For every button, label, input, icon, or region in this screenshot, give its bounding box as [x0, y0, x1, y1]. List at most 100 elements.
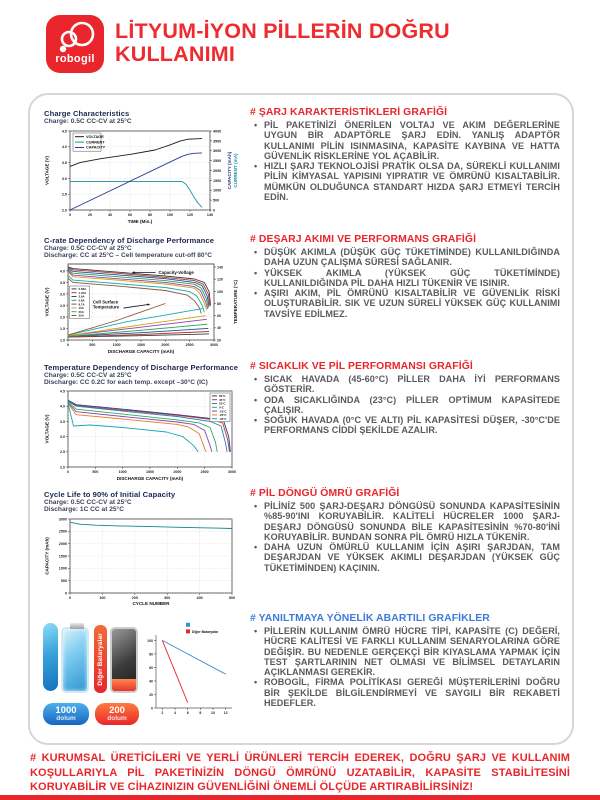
- svg-text:0: 0: [69, 213, 71, 217]
- bullet-item: AŞIRI AKIM, PİL ÖMRÜNÜ KISALTABİLİR VE G…: [253, 288, 560, 319]
- svg-text:500: 500: [213, 199, 219, 203]
- svg-text:20A: 20A: [79, 310, 85, 314]
- chart-cycle-life: Cycle Life to 90% of Initial Capacity Ch…: [40, 486, 242, 611]
- svg-text:300: 300: [164, 596, 170, 600]
- svg-text:-20°C: -20°C: [219, 413, 227, 417]
- temperature-chart-plot: 0 500 1000 1500 2000 2500 3000 2.0 2.5 3.0 3.5 4.0 4…: [45, 389, 237, 481]
- chart-title: C-rate Dependency of Discharge Performan…: [44, 236, 215, 245]
- chart-subtitle: Charge: 0.5C CC-CV at 25°C: [44, 499, 132, 506]
- svg-text:2.5: 2.5: [62, 193, 67, 197]
- cycle-life-chart-plot: 0 100 200 300 400 500 0 500 1000 1500 2000 2500 3000…: [45, 517, 236, 606]
- svg-text:1.45A: 1.45A: [79, 291, 88, 295]
- svg-text:20: 20: [149, 693, 153, 697]
- logo-text: robogil: [55, 53, 95, 65]
- chart-subtitle: Discharge: 1C CC at 25°C: [44, 506, 124, 513]
- svg-text:40: 40: [217, 326, 221, 330]
- svg-text:1000: 1000: [213, 189, 221, 193]
- svg-text:60: 60: [128, 213, 132, 217]
- svg-text:3.0: 3.0: [60, 435, 65, 439]
- svg-text:140: 140: [217, 265, 223, 269]
- svg-text:100: 100: [147, 639, 153, 643]
- battery-cap: [119, 627, 133, 629]
- svg-text:60: 60: [149, 666, 153, 670]
- svg-text:1.5: 1.5: [60, 327, 65, 331]
- svg-text:4.5: 4.5: [62, 129, 67, 133]
- bullet-item: SOĞUK HAVADA (0°C VE ALTI) PİL KAPASİTES…: [253, 415, 560, 436]
- page-title-line2: KULLANIMI: [115, 42, 236, 67]
- svg-text:2500: 2500: [213, 159, 221, 163]
- robogil-circles-icon: [59, 21, 95, 53]
- section-heading: # YANILTMAYA YÖNELİK ABARTILI GRAFİKLER: [250, 613, 490, 624]
- bullet-item: HIZLI ŞARJ TEKNOLOJİSİ PRATİK OLSA DA, S…: [253, 161, 560, 202]
- section-heading: # DEŞARJ AKIMI VE PERFORMANS GRAFİĞİ: [250, 234, 477, 245]
- svg-text:140: 140: [207, 213, 213, 217]
- bullet-item: SICAK HAVADA (45-60°C) PİLLER DAHA İYİ P…: [253, 374, 560, 395]
- bottom-red-bar: [0, 795, 600, 800]
- svg-text:1500: 1500: [146, 470, 154, 474]
- chart-subtitle: Charge: 0.5C CC-CV at 25°C: [44, 118, 132, 125]
- svg-text:10A: 10A: [79, 306, 85, 310]
- svg-text:3.5: 3.5: [60, 281, 65, 285]
- chart-crate-discharge: C-rate Dependency of Discharge Performan…: [40, 232, 242, 359]
- svg-text:2500: 2500: [201, 470, 209, 474]
- svg-text:1000: 1000: [113, 343, 121, 347]
- svg-text:1000: 1000: [59, 567, 67, 571]
- svg-text:3.5: 3.5: [62, 161, 67, 165]
- bullet-item: PİL PAKETİNİZİ ÖNERİLEN VOLTAJ VE AKIM D…: [253, 120, 560, 161]
- svg-text:8: 8: [199, 711, 201, 715]
- content-card: Charge Characteristics Charge: 0.5C CC-C…: [28, 93, 574, 745]
- low-charge-level: [112, 678, 136, 691]
- svg-text:100: 100: [99, 596, 105, 600]
- svg-text:2000: 2000: [173, 470, 181, 474]
- chart-title: Cycle Life to 90% of Initial Capacity: [44, 490, 176, 499]
- svg-text:20: 20: [88, 213, 92, 217]
- section-sicaklik-performans: # SICAKLIK VE PİL PERFORMANSI GRAFİĞİ SI…: [250, 359, 564, 486]
- svg-text:100: 100: [217, 290, 223, 294]
- svg-text:200: 200: [132, 596, 138, 600]
- svg-text:-10°C: -10°C: [219, 409, 227, 413]
- svg-text:1500: 1500: [137, 343, 145, 347]
- svg-text:2000: 2000: [161, 343, 169, 347]
- chart-subtitle: Charge: 0.5C CC-CV at 25°C: [44, 245, 132, 252]
- page-title-line1: LİTYUM-İYON PİLLERİN DOĞRU: [115, 19, 450, 43]
- bullet-item: ODA SICAKLIĞINDA (23°C) PİLLER OPTİMUM K…: [253, 395, 560, 416]
- svg-text:Cell Surface: Cell Surface: [93, 300, 119, 305]
- label-200-dolum: 200 dolum: [95, 703, 139, 725]
- charge-chart-plot: 0 20 40 60 80 100 120 140 2.0 2.5 3.0 3.5 4.0 4.5 0 500…: [45, 129, 239, 224]
- mini-comparison-chart-plot: 2 4 6 8 10 12 0 20 40 60 80 100 Diğer Bataryalar: [147, 622, 232, 715]
- svg-text:500: 500: [89, 343, 95, 347]
- svg-text:4.5: 4.5: [60, 389, 65, 393]
- svg-text:DISCHARGE CAPACITY (mAh): DISCHARGE CAPACITY (mAh): [117, 476, 184, 481]
- svg-text:Temperature: Temperature: [93, 305, 120, 310]
- svg-text:120: 120: [187, 213, 193, 217]
- svg-text:45°C: 45°C: [219, 398, 226, 402]
- svg-text:40: 40: [108, 213, 112, 217]
- svg-text:0: 0: [69, 596, 71, 600]
- bullet-item: DAHA UZUN ÖMÜRLÜ KULLANIM İÇİN AŞIRI ŞAR…: [253, 542, 560, 573]
- svg-text:DISCHARGE CAPACITY (mAh): DISCHARGE CAPACITY (mAh): [108, 349, 175, 354]
- section-desarj-akimi: # DEŞARJ AKIMI VE PERFORMANS GRAFİĞİ DÜŞ…: [250, 232, 564, 359]
- svg-text:CAPACITY (mAh): CAPACITY (mAh): [227, 151, 232, 189]
- svg-text:3.0: 3.0: [60, 292, 65, 296]
- label-1000-dolum: 1000 dolum: [43, 703, 89, 725]
- section-heading: # PİL DÖNGÜ ÖMRÜ GRAFİĞİ: [250, 488, 400, 499]
- header: robogil LİTYUM-İYON PİLLERİN DOĞRU KULLA…: [0, 0, 600, 95]
- svg-text:8.7A: 8.7A: [79, 302, 86, 306]
- svg-text:VOLTAGE (V): VOLTAGE (V): [45, 287, 50, 316]
- label-unit: dolum: [107, 715, 127, 722]
- svg-text:1500: 1500: [59, 554, 67, 558]
- svg-text:VOLTAGE: VOLTAGE: [86, 135, 104, 139]
- bullet-list: PİLLERİN KULLANIM ÖMRÜ HÜCRE TİPİ, KAPAS…: [253, 626, 560, 708]
- content-grid: Charge Characteristics Charge: 0.5C CC-C…: [40, 105, 564, 737]
- bullet-list: PİLİNİZ 500 ŞARJ-DEŞARJ DÖNGÜSÜ SONUNDA …: [253, 501, 560, 573]
- section-heading: # SICAKLIK VE PİL PERFORMANSI GRAFİĞİ: [250, 361, 473, 372]
- bullet-item: ROBOGİL, FİRMA POLİTİKASI GEREĞİ MÜŞTERİ…: [253, 677, 560, 708]
- bullet-list: SICAK HAVADA (45-60°C) PİLLER DAHA İYİ P…: [253, 374, 560, 436]
- crate-chart-plot: 0 500 1000 1500 2000 2500 3000 1.0 1.5 2.0 2.5 3.0 3…: [45, 263, 238, 354]
- section-heading: # ŞARJ KARAKTERİSTİKLERİ GRAFİĞİ: [250, 107, 448, 118]
- svg-text:120: 120: [217, 278, 223, 282]
- svg-text:500: 500: [61, 579, 67, 583]
- svg-text:2.5: 2.5: [60, 450, 65, 454]
- svg-text:25°C: 25°C: [219, 402, 226, 406]
- svg-text:80: 80: [149, 652, 153, 656]
